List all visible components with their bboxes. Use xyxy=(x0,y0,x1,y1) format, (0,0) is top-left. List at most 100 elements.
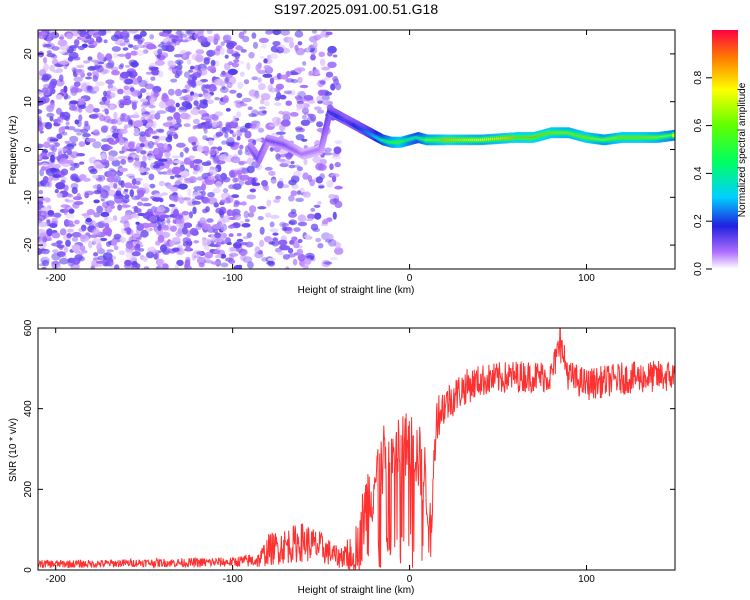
noise-cell xyxy=(239,127,248,133)
noise-cell xyxy=(332,175,337,183)
noise-cell xyxy=(204,251,214,259)
noise-cell xyxy=(208,139,214,146)
noise-cell xyxy=(97,220,106,229)
noise-cell xyxy=(49,64,55,72)
noise-cell xyxy=(97,53,105,62)
noise-cell xyxy=(140,229,149,238)
noise-cell xyxy=(193,255,201,259)
noise-cell xyxy=(196,251,205,255)
noise-cell xyxy=(256,122,261,130)
noise-cell xyxy=(153,193,163,198)
noise-cell xyxy=(76,64,85,69)
noise-cell xyxy=(185,240,193,247)
noise-cell xyxy=(177,177,184,182)
noise-cell xyxy=(206,99,214,105)
noise-cell xyxy=(310,207,316,212)
noise-cell xyxy=(225,123,232,131)
noise-cell xyxy=(72,202,80,209)
noise-cell xyxy=(164,161,170,169)
noise-cell xyxy=(182,241,187,247)
noise-cell xyxy=(244,122,253,129)
colorbar-tick-label: 0.0 xyxy=(693,262,704,276)
noise-cell xyxy=(147,140,154,149)
noise-cell xyxy=(38,31,43,36)
noise-cell xyxy=(86,85,92,91)
noise-cell xyxy=(212,229,218,233)
noise-cell xyxy=(64,115,70,122)
colorbar-tick-label: 0.8 xyxy=(693,70,704,84)
noise-cell xyxy=(248,51,255,59)
noise-cell xyxy=(232,115,237,124)
noise-cell xyxy=(96,183,102,192)
noise-cell xyxy=(92,32,102,39)
noise-cell xyxy=(307,99,316,104)
noise-cell xyxy=(233,202,244,206)
noise-cell xyxy=(158,180,166,187)
noise-cell xyxy=(156,143,165,149)
colorbar-label: Normalized spectral amplitude xyxy=(737,82,748,217)
noise-cell xyxy=(203,58,210,65)
noise-cell xyxy=(201,161,212,166)
noise-cell xyxy=(102,252,113,261)
noise-cell xyxy=(305,218,314,222)
noise-cell xyxy=(129,189,134,198)
noise-cell xyxy=(305,252,315,260)
noise-cell xyxy=(146,155,156,160)
snr-xlabel: Height of straight line (km) xyxy=(298,585,415,596)
noise-cell xyxy=(168,203,176,208)
noise-cell xyxy=(228,252,239,257)
noise-cell xyxy=(178,196,185,204)
noise-cell xyxy=(233,177,239,183)
colorbar: 0.0 0.2 0.4 0.6 0.8 Normalized spectral ampl… xyxy=(693,30,748,276)
noise-cell xyxy=(140,107,146,113)
noise-cell xyxy=(302,172,309,180)
noise-cell xyxy=(226,136,235,143)
noise-cell xyxy=(99,101,106,105)
noise-cell xyxy=(289,71,299,76)
spectrogram-image xyxy=(38,30,675,269)
noise-cell xyxy=(205,206,210,213)
noise-cell xyxy=(293,227,301,233)
noise-cell xyxy=(321,232,331,241)
noise-cell xyxy=(287,37,294,43)
noise-cell xyxy=(133,127,139,136)
noise-cell xyxy=(67,126,76,131)
noise-cell xyxy=(113,111,118,120)
noise-cell xyxy=(133,241,143,245)
noise-cell xyxy=(88,30,95,36)
noise-cell xyxy=(302,172,309,180)
noise-cell xyxy=(58,60,69,65)
noise-cell xyxy=(56,133,63,140)
noise-cell xyxy=(282,113,291,122)
noise-cell xyxy=(297,221,308,227)
noise-cell xyxy=(222,34,232,42)
noise-cell xyxy=(52,163,61,169)
noise-cell xyxy=(161,92,168,100)
noise-cell xyxy=(243,210,249,219)
noise-cell xyxy=(247,106,253,111)
noise-cell xyxy=(178,32,183,40)
noise-cell xyxy=(302,264,309,269)
noise-cell xyxy=(272,237,279,241)
noise-cell xyxy=(102,227,112,236)
noise-cell xyxy=(54,142,60,147)
noise-cell xyxy=(304,257,312,265)
noise-cell xyxy=(181,95,188,100)
noise-cell xyxy=(188,211,193,219)
noise-cell xyxy=(239,144,244,150)
noise-cell xyxy=(237,81,244,90)
noise-cell xyxy=(38,196,45,202)
noise-cell xyxy=(276,91,282,100)
noise-cell xyxy=(243,79,250,85)
noise-cell xyxy=(257,127,265,133)
noise-cell xyxy=(40,166,47,171)
noise-cell xyxy=(267,84,273,92)
noise-cell xyxy=(320,158,327,165)
noise-cell xyxy=(231,53,241,57)
noise-cell xyxy=(157,225,162,231)
noise-cell xyxy=(251,32,257,39)
noise-cell xyxy=(315,176,323,184)
noise-cell xyxy=(303,112,309,116)
noise-cell xyxy=(65,121,70,126)
noise-cell xyxy=(41,87,49,94)
